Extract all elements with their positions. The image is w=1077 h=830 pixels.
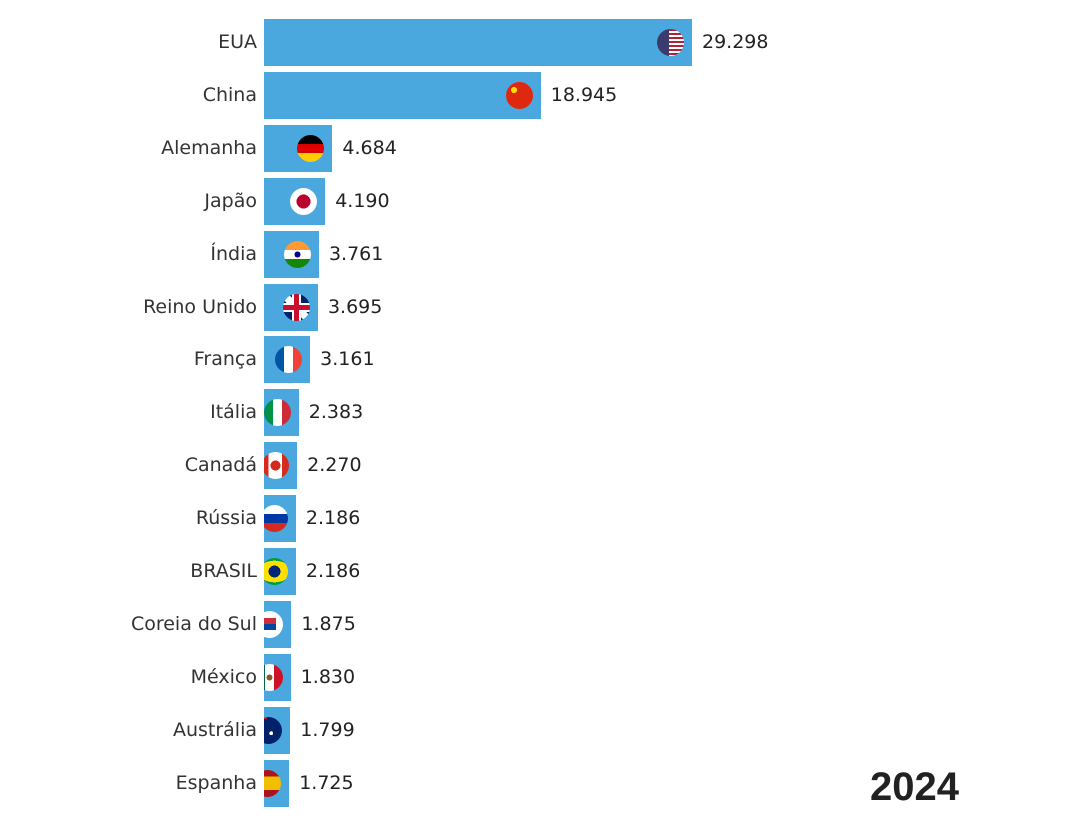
value-label: 2.383 <box>308 401 364 424</box>
category-label: Coreia do Sul <box>130 612 257 635</box>
bar-row: França 3.161 <box>0 336 1077 384</box>
year-label: 2024 <box>870 765 959 809</box>
value-label: 2.186 <box>305 560 361 582</box>
bar <box>264 19 692 66</box>
category-label: Austrália <box>172 718 257 741</box>
bar <box>264 759 290 807</box>
category-label: França <box>193 348 257 371</box>
category-label: Reino Unido <box>143 295 257 318</box>
russia-flag-icon <box>264 505 288 533</box>
china-flag-icon <box>505 81 533 109</box>
australia-flag-icon <box>264 716 283 744</box>
bar <box>264 283 318 331</box>
bar <box>264 548 296 595</box>
category-label: Índia <box>210 242 257 265</box>
bar-row: Rússia 2.186 <box>0 495 1077 543</box>
value-label: 1.799 <box>300 718 355 741</box>
bar-row: BRASIL 2.186 <box>0 548 1077 595</box>
spain-flag-icon <box>264 769 282 797</box>
bar <box>264 495 296 543</box>
bar <box>264 389 299 437</box>
bar-row: Reino Unido 3.695 <box>0 283 1077 331</box>
bar-row: Canadá 2.270 <box>0 442 1077 490</box>
value-label: 2.270 <box>307 454 362 477</box>
category-label: Rússia <box>195 507 257 530</box>
bar <box>264 442 298 490</box>
bar <box>264 600 292 648</box>
value-label: 3.161 <box>320 348 375 371</box>
bar <box>264 71 541 119</box>
bar <box>264 230 319 278</box>
canada-flag-icon <box>264 452 290 480</box>
bar <box>264 706 291 754</box>
bar <box>264 124 333 172</box>
value-label: 3.761 <box>328 242 384 265</box>
value-label: 18.945 <box>550 83 618 106</box>
value-label: 1.830 <box>300 665 356 688</box>
category-label: México <box>190 665 257 688</box>
value-label: 3.695 <box>327 295 383 318</box>
brazil-flag-icon <box>264 558 288 585</box>
bar <box>264 177 326 225</box>
bar <box>264 653 291 701</box>
japan-flag-icon <box>290 187 318 215</box>
category-label: BRASIL <box>190 560 257 582</box>
value-label: 4.684 <box>342 136 397 159</box>
germany-flag-icon <box>297 134 325 162</box>
south-korea-flag-icon <box>264 610 284 638</box>
france-flag-icon <box>275 346 303 374</box>
usa-flag-icon <box>657 29 684 56</box>
bar-row: Espanha 1.725 <box>0 759 1077 807</box>
bar-row: EUA 29.298 <box>0 19 1077 66</box>
uk-flag-icon <box>282 293 310 321</box>
category-label: China <box>202 83 257 106</box>
category-label: Canadá <box>184 454 257 477</box>
category-label: Espanha <box>175 771 257 794</box>
category-label: Itália <box>210 401 257 424</box>
value-label: 1.875 <box>301 612 356 635</box>
bar-row: Japão 4.190 <box>0 177 1077 225</box>
value-label: 2.186 <box>305 507 361 530</box>
category-label: Alemanha <box>161 136 257 159</box>
value-label: 4.190 <box>335 189 390 212</box>
bar-row: Itália 2.383 <box>0 389 1077 437</box>
bar-row: Coreia do Sul 1.875 <box>0 600 1077 648</box>
india-flag-icon <box>283 240 311 268</box>
bar-row: China 18.945 <box>0 71 1077 119</box>
italy-flag-icon <box>264 399 291 427</box>
mexico-flag-icon <box>264 663 283 691</box>
value-label: 1.725 <box>299 771 354 794</box>
bar <box>264 336 311 384</box>
bar-row: Índia 3.761 <box>0 230 1077 278</box>
value-label: 29.298 <box>702 31 769 53</box>
bar-row: México 1.830 <box>0 653 1077 701</box>
bar-row: Austrália 1.799 <box>0 706 1077 754</box>
category-label: EUA <box>218 31 257 53</box>
category-label: Japão <box>204 189 257 212</box>
bar-row: Alemanha 4.684 <box>0 124 1077 172</box>
